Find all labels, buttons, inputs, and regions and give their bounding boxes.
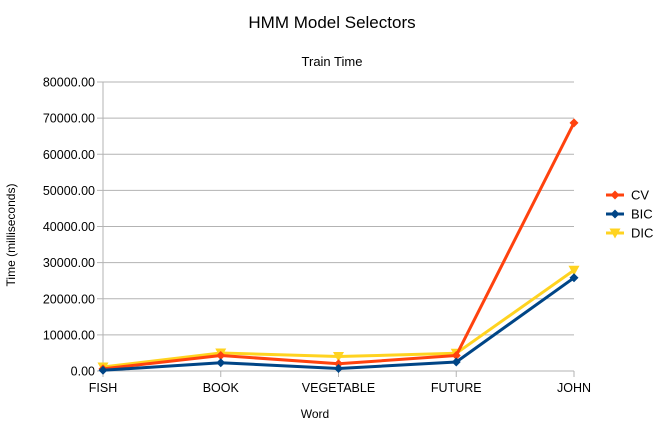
axes: [97, 82, 575, 377]
data-point-dic: [568, 265, 580, 276]
data-point-bic: [98, 365, 108, 375]
x-tick-label: FISH: [89, 381, 117, 395]
data-point-bic: [569, 273, 579, 283]
data-point-bic: [334, 363, 343, 373]
legend-label: BIC: [631, 207, 653, 222]
x-tick-labels: FISH BOOK VEGETABLE FUTURE JOHN: [89, 381, 591, 395]
series-bic: [98, 273, 579, 375]
chart-title: HMM Model Selectors: [248, 13, 415, 32]
y-axis-label: Time (milliseconds): [4, 184, 18, 287]
legend: CV BIC DIC: [606, 188, 653, 241]
y-tick-label: 20000.00: [43, 292, 95, 306]
legend-item-bic: BIC: [606, 207, 653, 222]
chart-subtitle: Train Time: [302, 54, 363, 69]
x-tick-label: VEGETABLE: [302, 381, 375, 395]
data-point-cv: [451, 350, 461, 360]
data-point-dic: [333, 352, 344, 363]
x-tick-label: FUTURE: [431, 381, 482, 395]
series-lines: [97, 118, 580, 375]
data-point-cv: [216, 350, 226, 360]
legend-item-dic: DIC: [606, 226, 653, 241]
grid-lines: [97, 81, 574, 372]
legend-swatch-marker: [609, 228, 621, 239]
legend-swatch-marker: [610, 209, 620, 219]
x-tick-label: JOHN: [557, 381, 591, 395]
x-axis-label: Word: [301, 407, 329, 421]
y-tick-label: 80000.00: [43, 76, 95, 90]
data-point-bic: [216, 358, 226, 368]
y-tick-label: 70000.00: [43, 112, 95, 126]
legend-swatch-marker: [610, 190, 620, 200]
y-tick-label: 0.00: [71, 365, 95, 379]
legend-item-cv: CV: [606, 188, 649, 203]
data-point-bic: [451, 357, 461, 367]
y-tick-label: 50000.00: [43, 184, 95, 198]
x-tick-label: BOOK: [203, 381, 240, 395]
y-tick-labels: 0.00 10000.00 20000.00 30000.00 40000.00 5000…: [43, 76, 95, 379]
series-line-cv: [102, 122, 576, 371]
legend-label: CV: [631, 188, 649, 203]
y-tick-label: 60000.00: [43, 148, 95, 162]
y-tick-label: 30000.00: [43, 256, 95, 270]
legend-label: DIC: [631, 226, 653, 241]
data-point-cv: [334, 359, 343, 369]
y-tick-label: 10000.00: [43, 328, 95, 342]
series-dic: [97, 265, 580, 373]
y-tick-label: 40000.00: [43, 220, 95, 234]
data-point-cv: [569, 118, 579, 128]
